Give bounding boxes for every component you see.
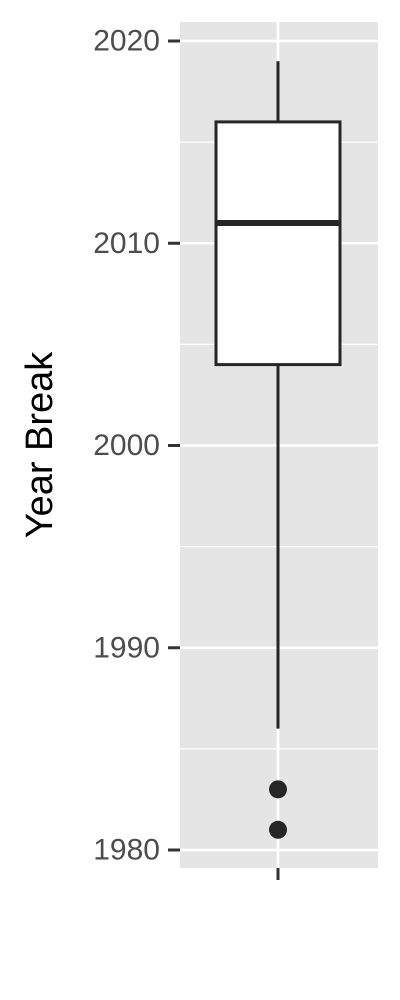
y-tick-label-2020: 2020 [93, 25, 160, 58]
box-layer [214, 61, 342, 839]
y-axis-title: Year Break [19, 351, 61, 539]
y-tick-label-1990: 1990 [93, 631, 160, 664]
outlier-point-1981 [269, 820, 287, 839]
y-axis: 1980 1990 2000 2010 2020 [93, 25, 180, 867]
y-tick-label-2000: 2000 [93, 429, 160, 462]
outlier-point-1983 [269, 780, 287, 799]
y-tick-label-2010: 2010 [93, 227, 160, 260]
interquartile-box [214, 120, 342, 367]
y-tick-label-1980: 1980 [93, 834, 160, 867]
